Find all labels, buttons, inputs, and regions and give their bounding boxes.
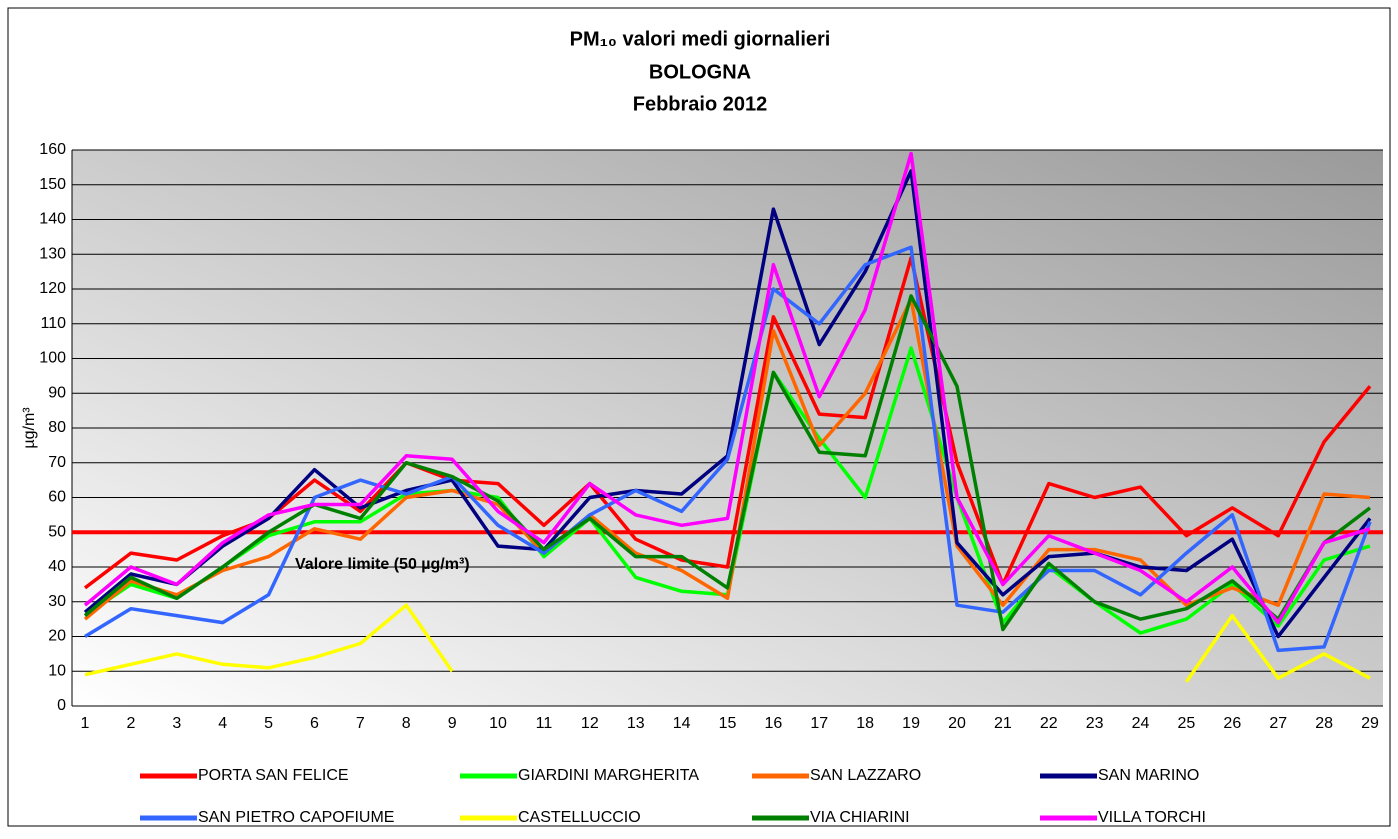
legend-label: SAN LAZZARO (810, 767, 921, 784)
y-tick-label: 110 (40, 315, 66, 332)
x-tick-label: 20 (948, 715, 966, 732)
x-tick-label: 4 (218, 715, 227, 732)
legend-label: SAN MARINO (1098, 767, 1199, 784)
x-tick-label: 2 (126, 715, 135, 732)
x-tick-label: 21 (994, 715, 1012, 732)
legend-label: SAN PIETRO CAPOFIUME (198, 809, 394, 826)
y-tick-label: 0 (57, 697, 66, 714)
y-tick-label: 30 (48, 593, 66, 610)
x-tick-label: 12 (581, 715, 599, 732)
x-tick-label: 6 (310, 715, 319, 732)
x-tick-label: 17 (810, 715, 828, 732)
chart-subtitle: Febbraio 2012 (633, 93, 768, 115)
y-tick-label: 50 (48, 523, 66, 540)
x-tick-label: 22 (1040, 715, 1058, 732)
x-tick-label: 25 (1178, 715, 1196, 732)
x-tick-label: 19 (902, 715, 920, 732)
x-tick-label: 11 (536, 715, 553, 732)
x-tick-label: 26 (1223, 715, 1241, 732)
series-line (83, 297, 1371, 621)
x-tick-label: 13 (627, 715, 645, 732)
y-tick-label: 150 (39, 176, 66, 193)
legend-label: CASTELLUCCIO (518, 809, 641, 826)
y-tick-label: 60 (48, 489, 66, 506)
chart-subtitle: BOLOGNA (649, 61, 751, 83)
legend-label: PORTA SAN FELICE (198, 767, 349, 784)
y-tick-label: 40 (48, 558, 66, 575)
legend-label: VILLA TORCHI (1098, 809, 1206, 826)
x-tick-label: 8 (402, 715, 411, 732)
y-tick-label: 130 (39, 245, 66, 262)
series-line (83, 294, 1372, 632)
x-tick-label: 28 (1315, 715, 1333, 732)
series-line (84, 603, 1371, 683)
annotation: Valore limite (50 µg/m³) (295, 556, 470, 573)
x-tick-label: 3 (172, 715, 181, 732)
y-tick-label: 20 (48, 628, 66, 645)
legend-label: GIARDINI MARGHERITA (518, 767, 699, 784)
x-tick-label: 23 (1086, 715, 1104, 732)
legend-label: VIA CHIARINI (810, 809, 910, 826)
y-tick-label: 120 (39, 280, 66, 297)
chart-title: PM₁₀ valori medi giornalieri (570, 28, 831, 50)
x-tick-label: 18 (856, 715, 874, 732)
x-tick-label: 1 (81, 715, 90, 732)
y-tick-label: 90 (48, 384, 66, 401)
x-tick-label: 5 (264, 715, 273, 732)
y-tick-label: 100 (39, 350, 66, 367)
x-tick-label: 15 (719, 715, 737, 732)
series-line (83, 255, 1372, 590)
x-tick-label: 29 (1361, 715, 1379, 732)
x-tick-label: 7 (356, 715, 365, 732)
x-tick-label: 27 (1269, 715, 1287, 732)
y-tick-label: 10 (48, 662, 66, 679)
x-tick-label: 16 (764, 715, 782, 732)
x-tick-label: 10 (489, 715, 507, 732)
x-tick-label: 9 (448, 715, 457, 732)
y-tick-label: 80 (48, 419, 66, 436)
x-tick-label: 24 (1132, 715, 1150, 732)
series-line (83, 151, 1371, 625)
y-tick-label: 160 (39, 141, 66, 158)
y-tick-label: 140 (39, 211, 66, 228)
x-tick-label: 14 (673, 715, 691, 732)
y-tick-label: 70 (48, 454, 66, 471)
y-axis-label: µg/m³ (21, 407, 38, 449)
